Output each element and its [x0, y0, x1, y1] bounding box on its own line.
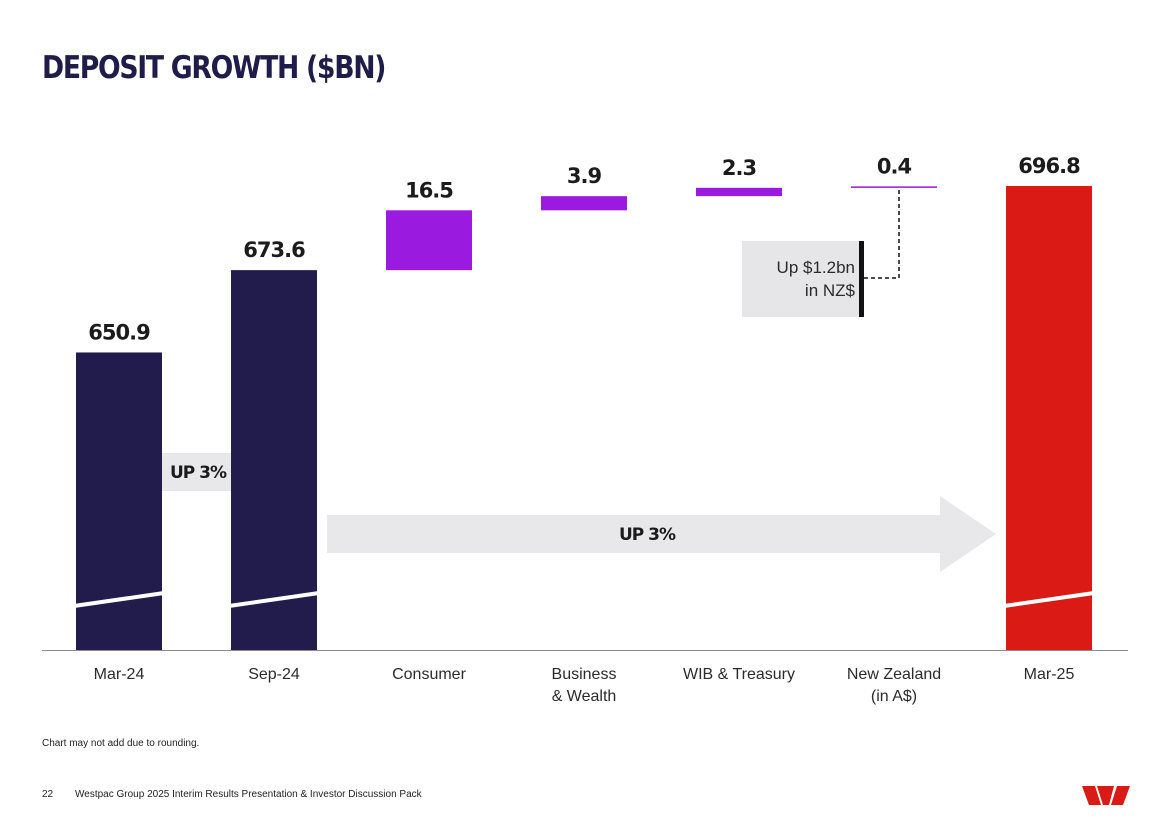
growth-arrow-label-1: UP 3%: [170, 463, 227, 483]
page-number: 22: [42, 789, 54, 800]
value-label-consumer: 16.5: [405, 178, 453, 202]
category-label-line: WIB & Treasury: [683, 666, 795, 683]
category-label-mar-24: Mar-24: [94, 666, 145, 683]
value-label-mar-24: 650.9: [88, 320, 150, 344]
logo-stroke-1: [1082, 786, 1101, 805]
category-label-line: Consumer: [392, 666, 466, 683]
category-label-new-zealand-in-a: New Zealand (in A$): [847, 666, 941, 705]
callout-text-line: in NZ$: [805, 281, 856, 300]
logo-stroke-3: [1111, 786, 1130, 805]
callout-text: Up $1.2bn in NZ$: [777, 258, 856, 300]
callout-box: [742, 241, 862, 317]
bar-business-wealth: [541, 196, 627, 211]
logo-stroke-2: [1097, 786, 1114, 805]
axis-break-mar-24: [73, 591, 165, 608]
category-label-line: Mar-25: [1024, 666, 1075, 683]
category-label-line: Mar-24: [94, 666, 145, 683]
footnote: Chart may not add due to rounding.: [42, 738, 200, 749]
callout-text-line: Up $1.2bn: [777, 258, 855, 277]
axis-break-sep-24: [228, 591, 320, 608]
labels-layer: 650.9 673.6 16.5 3.9 2.3 0.4 696.8 Mar-24 Sep-24…: [88, 154, 1081, 705]
category-label-business-wealth: Business & Wealth: [552, 666, 617, 705]
value-label-sep-24: 673.6: [243, 238, 305, 262]
category-label-line: New Zealand: [847, 666, 941, 683]
category-label-line: Business: [552, 666, 617, 683]
bar-wib-treasury: [696, 187, 782, 197]
footer: 22 Westpac Group 2025 Interim Results Pre…: [42, 789, 422, 800]
value-label-wib-treasury: 2.3: [722, 156, 756, 180]
axis-break-mar-25: [1003, 591, 1095, 608]
category-label-sep-24: Sep-24: [248, 666, 300, 683]
callout-leader-line: [864, 187, 900, 279]
bar-mar-25: [1006, 186, 1092, 650]
category-label-consumer: Consumer: [392, 666, 466, 683]
category-label-mar-25: Mar-25: [1024, 666, 1075, 683]
value-label-business-wealth: 3.9: [567, 164, 602, 188]
bar-new-zealand-in-a: [851, 186, 937, 188]
bar-consumer: [386, 210, 472, 271]
growth-arrow-2: [327, 496, 996, 572]
callout-accent-bar: [859, 241, 864, 317]
callout-layer: Up $1.2bn in NZ$: [742, 187, 900, 317]
category-label-line: (in A$): [871, 688, 917, 705]
westpac-w-logo: [1082, 786, 1130, 805]
value-label-mar-25: 696.8: [1018, 154, 1080, 178]
bar-sep-24: [231, 270, 317, 650]
category-label-wib-treasury: WIB & Treasury: [683, 666, 795, 683]
bars-layer: [73, 186, 1095, 650]
growth-arrow-label-2: UP 3%: [619, 525, 676, 545]
value-label-new-zealand-in-a: 0.4: [877, 154, 912, 178]
footer-text: Westpac Group 2025 Interim Results Prese…: [75, 789, 422, 800]
category-label-line: & Wealth: [552, 688, 617, 705]
category-label-line: Sep-24: [248, 666, 300, 683]
page-title: DEPOSIT GROWTH ($BN): [42, 50, 386, 86]
